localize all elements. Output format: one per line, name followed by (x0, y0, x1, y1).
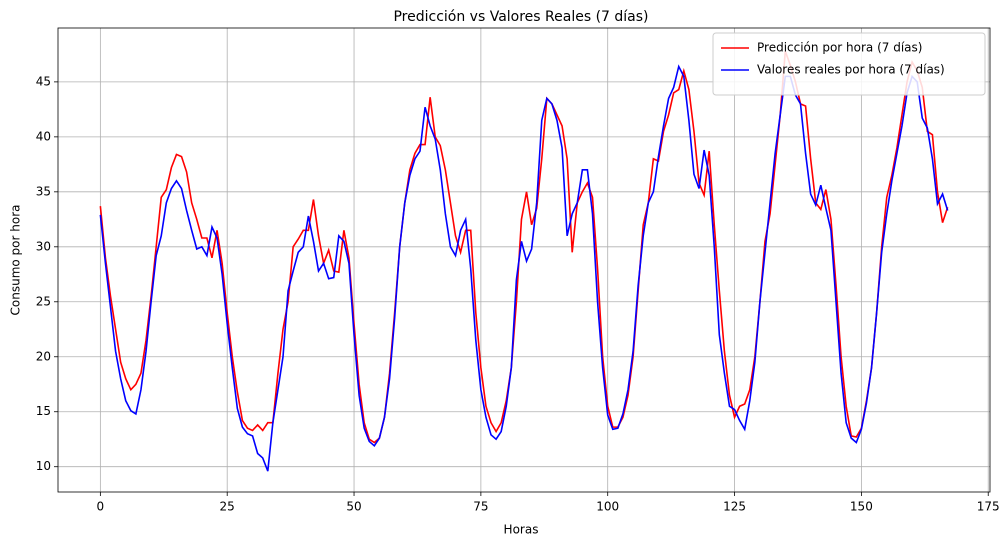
y-tick-label: 10 (36, 459, 51, 473)
legend-label: Valores reales por hora (7 días) (757, 63, 945, 77)
x-tick-label: 0 (97, 500, 105, 514)
y-tick-label: 35 (36, 184, 51, 198)
legend-box (712, 32, 986, 96)
x-tick-label: 125 (723, 500, 746, 514)
x-tick-label: 175 (977, 500, 1000, 514)
x-tick-label: 25 (220, 500, 235, 514)
x-tick-label: 150 (850, 500, 873, 514)
x-tick-label: 75 (473, 500, 488, 514)
y-tick-label: 40 (36, 129, 51, 143)
x-axis-label: Horas (504, 523, 539, 537)
y-tick-label: 20 (36, 349, 51, 363)
data-line (99, 50, 949, 444)
y-tick-label: 25 (36, 294, 51, 308)
legend-label: Predicción por hora (7 días) (757, 41, 922, 55)
x-tick-label: 100 (596, 500, 619, 514)
y-tick-label: 30 (36, 239, 51, 253)
y-tick-label: 45 (36, 74, 51, 88)
x-tick-label: 50 (346, 500, 361, 514)
y-tick-label: 15 (36, 404, 51, 418)
data-line (99, 64, 949, 472)
chart-title: Predicción vs Valores Reales (7 días) (393, 9, 648, 25)
plot-frame (57, 27, 991, 493)
y-axis-label: Consumo por hora (9, 205, 23, 316)
